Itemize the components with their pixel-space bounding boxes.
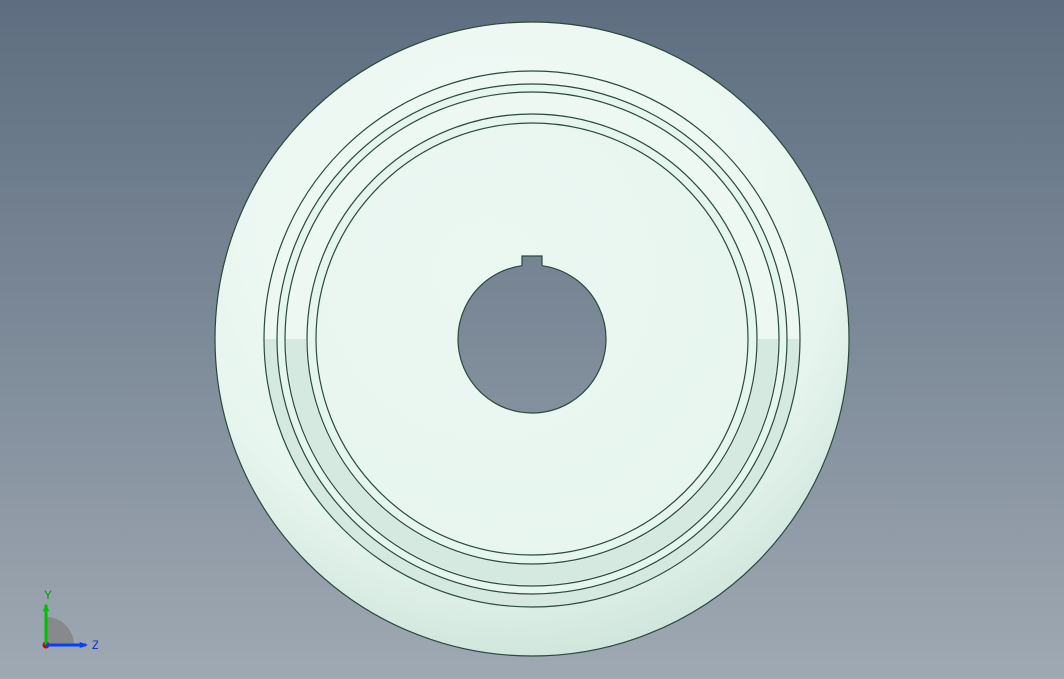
- cad-viewport[interactable]: YZ: [0, 0, 1064, 679]
- cad-canvas: [0, 0, 1064, 679]
